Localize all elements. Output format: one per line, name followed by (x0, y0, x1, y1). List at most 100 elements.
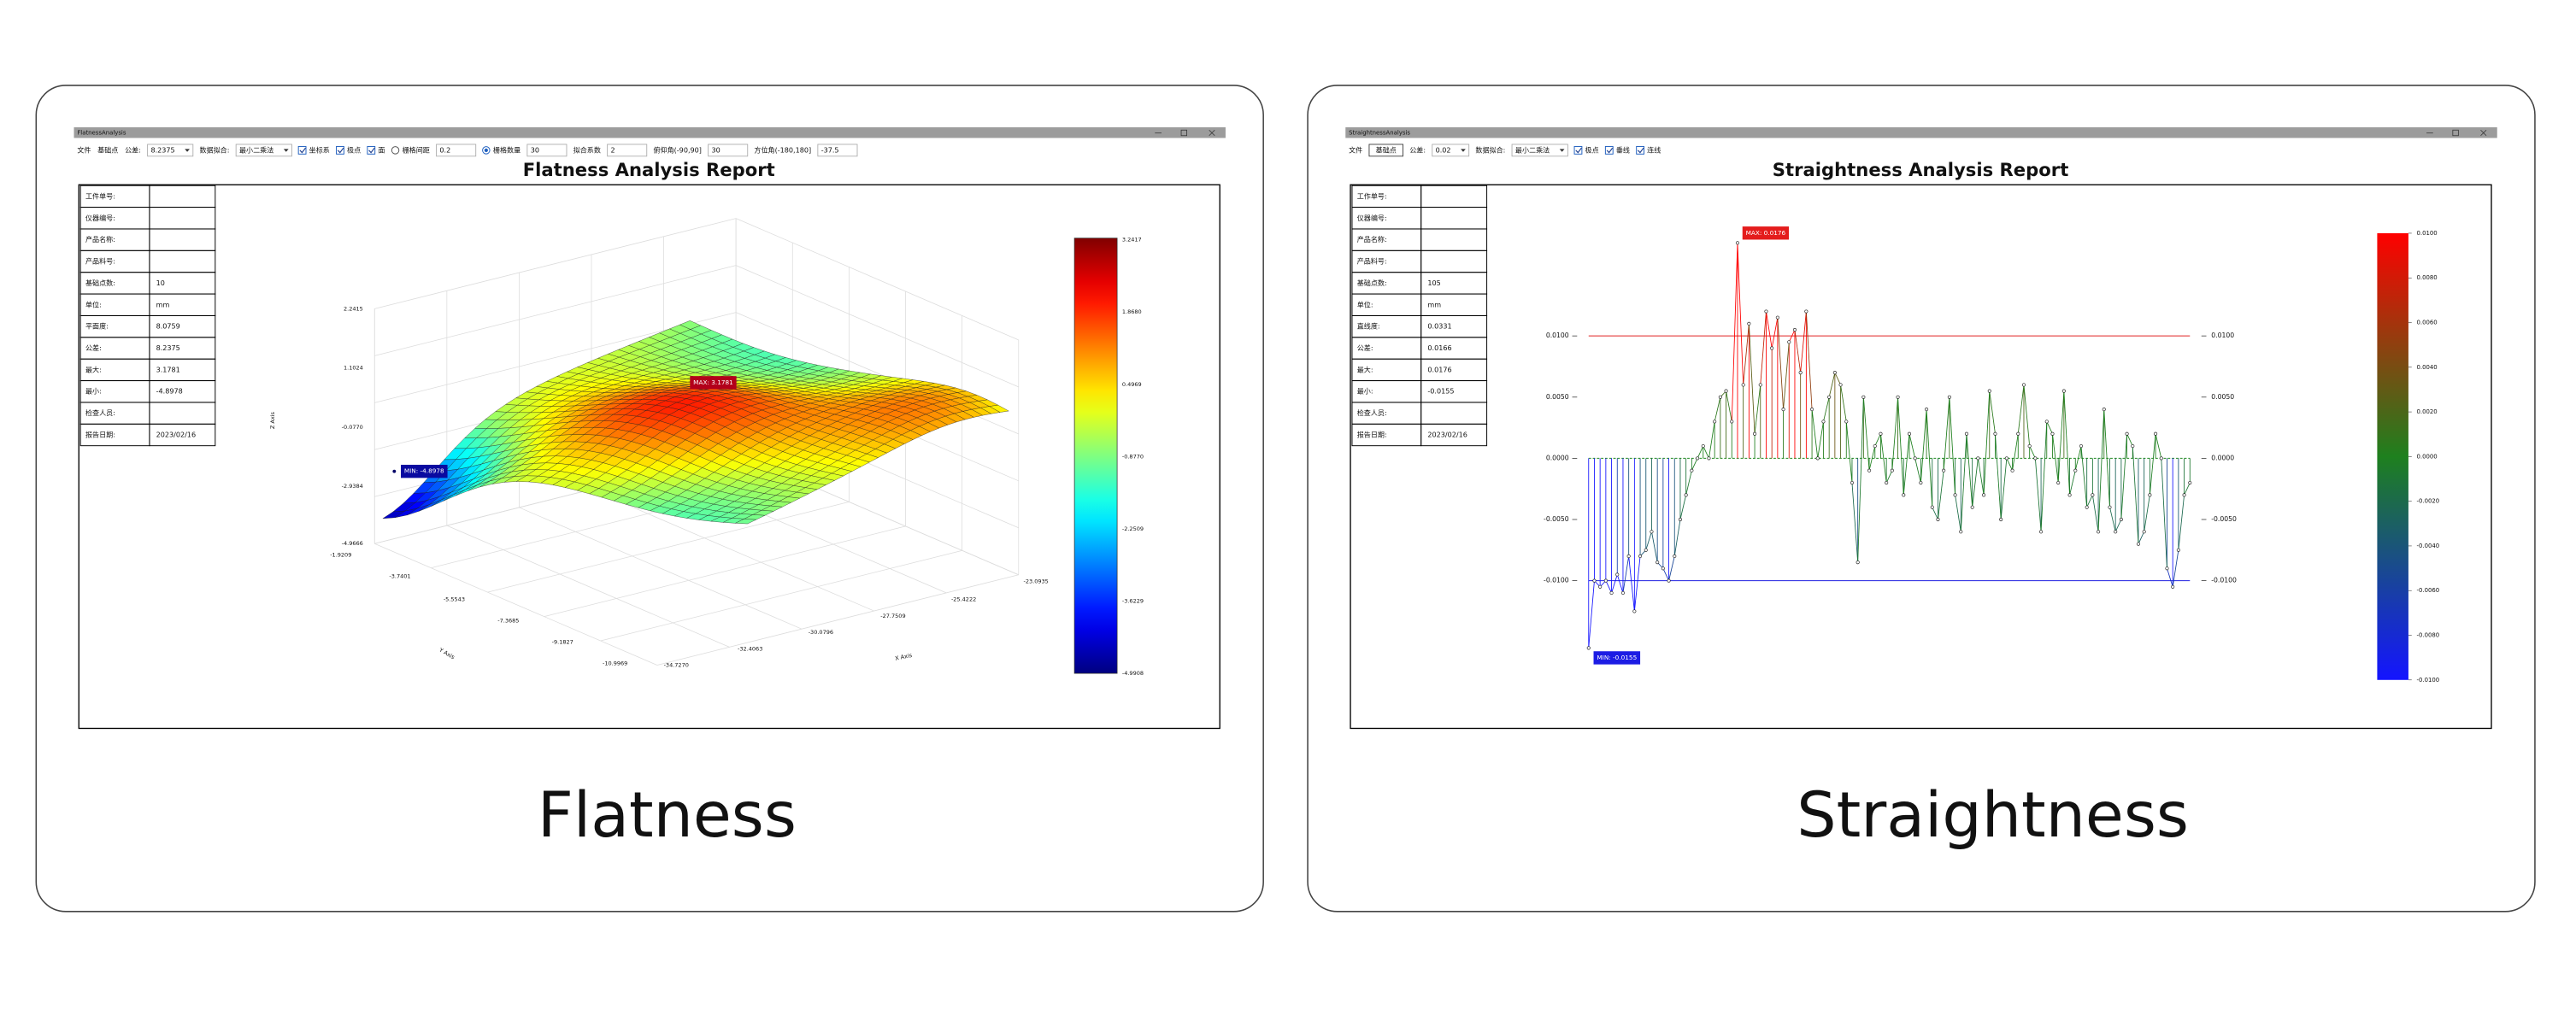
info-label: 平面度: (85, 322, 109, 331)
maximize-button[interactable] (1180, 129, 1187, 137)
connector (1800, 311, 1807, 373)
toolbar-label: 栅格间距 (403, 145, 430, 154)
connector (1880, 433, 1887, 484)
y2-tick-label: -0.0100 (2211, 577, 2237, 584)
panel-caption: Straightness (1797, 779, 2189, 852)
input[interactable] (607, 144, 648, 157)
point (2050, 431, 2055, 436)
radio-button[interactable] (391, 146, 400, 155)
select[interactable] (147, 144, 194, 157)
button[interactable] (1368, 144, 1403, 157)
connector (2109, 507, 2116, 532)
info-value: 0.0166 (1427, 344, 1451, 352)
select[interactable] (1432, 144, 1470, 157)
connector (1972, 458, 1979, 508)
y-tick-label: 0.0050 (1546, 393, 1569, 401)
info-label: 产品名称: (1357, 235, 1387, 244)
connector (1651, 531, 1658, 563)
checkmark (1606, 147, 1614, 154)
max-annotation: MAX: 0.0176 (1746, 229, 1786, 237)
point (1713, 420, 1717, 424)
point (1890, 468, 1894, 472)
checkbox[interactable] (297, 145, 307, 155)
connector (1989, 390, 1996, 434)
connector (1760, 311, 1767, 385)
connector (2000, 458, 2008, 520)
point (2176, 548, 2180, 552)
connector (1685, 470, 1692, 496)
connector (1679, 495, 1687, 520)
window-title-bar (74, 126, 1226, 138)
point (2056, 480, 2061, 485)
connector (2006, 458, 2013, 471)
max-annotation: MAX: 3.1781 (693, 379, 733, 386)
input[interactable] (817, 144, 858, 157)
checkbox[interactable] (1636, 145, 1645, 155)
select[interactable] (235, 144, 292, 157)
x-tick-label: -25.4222 (951, 596, 976, 603)
connector (2138, 531, 2145, 544)
x-tick-label: -34.7270 (664, 661, 689, 668)
point (1879, 431, 1883, 436)
select-text: 最小二乘法 (1515, 145, 1550, 154)
info-label: 公差: (1357, 343, 1373, 352)
connector (1943, 396, 1950, 471)
info-label: 产品料号: (85, 257, 115, 266)
point (1678, 517, 1683, 522)
colorbar (2377, 232, 2408, 680)
connector (1771, 317, 1779, 349)
connector (1897, 396, 1904, 496)
toolbar-label: 文件 (1349, 145, 1362, 154)
connector (1611, 574, 1618, 594)
checkbox[interactable] (1604, 145, 1614, 155)
axis-grid-line (600, 549, 962, 642)
point (1942, 468, 1946, 472)
checkbox[interactable] (367, 145, 376, 155)
info-value: mm (156, 301, 170, 308)
point (1804, 309, 1808, 314)
info-label: 检查人员: (85, 408, 115, 417)
connector (2114, 519, 2122, 532)
connector (2029, 445, 2036, 459)
point (1667, 578, 1671, 583)
info-label: 最小: (85, 387, 102, 396)
max-annotation-box (1742, 226, 1790, 240)
point (2125, 431, 2129, 436)
dropdown-arrow (185, 149, 190, 152)
close-button[interactable] (2480, 129, 2487, 137)
point (1970, 505, 1974, 509)
colorbar-label: 1.8680 (1122, 308, 1142, 315)
axis-grid-line (735, 265, 1019, 388)
point (1987, 389, 1991, 393)
point (1787, 340, 1791, 344)
colorbar-label: 3.2417 (1122, 237, 1142, 244)
connector (1862, 396, 1870, 471)
checkbox[interactable] (336, 145, 344, 155)
z-tick-label: 2.2415 (344, 305, 363, 312)
checkbox[interactable] (1573, 145, 1583, 155)
connector (1828, 373, 1836, 397)
colorbar-label: -2.2509 (1122, 525, 1144, 532)
input[interactable] (526, 144, 568, 157)
input[interactable] (436, 144, 477, 157)
point (2102, 408, 2106, 412)
connector (1633, 555, 1641, 612)
close-button[interactable] (1209, 129, 1215, 137)
point (1644, 548, 1648, 552)
axis-grid-line (519, 507, 803, 630)
point (1953, 493, 1957, 497)
connector (2167, 568, 2173, 587)
z-axis-title: Z Axis (269, 411, 276, 429)
connector (1743, 323, 1750, 385)
point (1873, 443, 1877, 449)
point (1850, 480, 1855, 485)
point (1632, 609, 1637, 613)
point (1586, 646, 1591, 650)
select[interactable] (1511, 144, 1568, 157)
window-title-bar (1345, 126, 2497, 138)
maximize-button[interactable] (2452, 129, 2459, 137)
input[interactable] (708, 144, 749, 157)
point (1919, 480, 1923, 485)
point (1861, 395, 1866, 399)
